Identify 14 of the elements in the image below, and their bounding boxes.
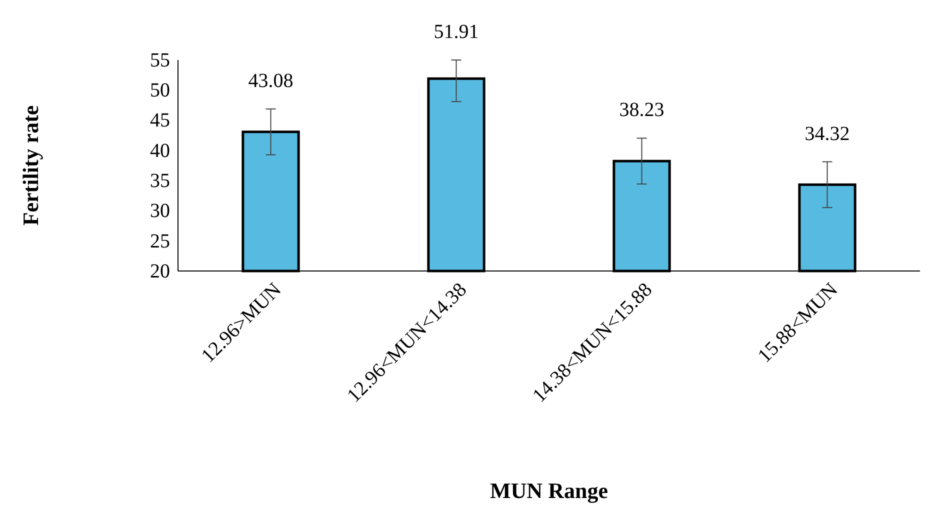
y-axis-title: Fertility rate [18,105,43,226]
y-tick-label: 30 [150,200,170,222]
y-tick-label: 55 [150,49,170,72]
y-tick-label: 35 [150,170,170,192]
data-label: 34.32 [804,122,850,145]
y-tick-label: 40 [150,140,170,162]
y-tick-label: 20 [150,260,170,282]
data-label: 51.91 [434,21,479,43]
y-tick-label: 45 [150,110,170,132]
x-axis-title: MUN Range [490,478,608,503]
y-tick-label: 50 [150,80,170,102]
data-label: 38.23 [619,99,664,122]
y-tick-label: 25 [150,230,170,252]
data-label: 43.08 [248,70,294,92]
